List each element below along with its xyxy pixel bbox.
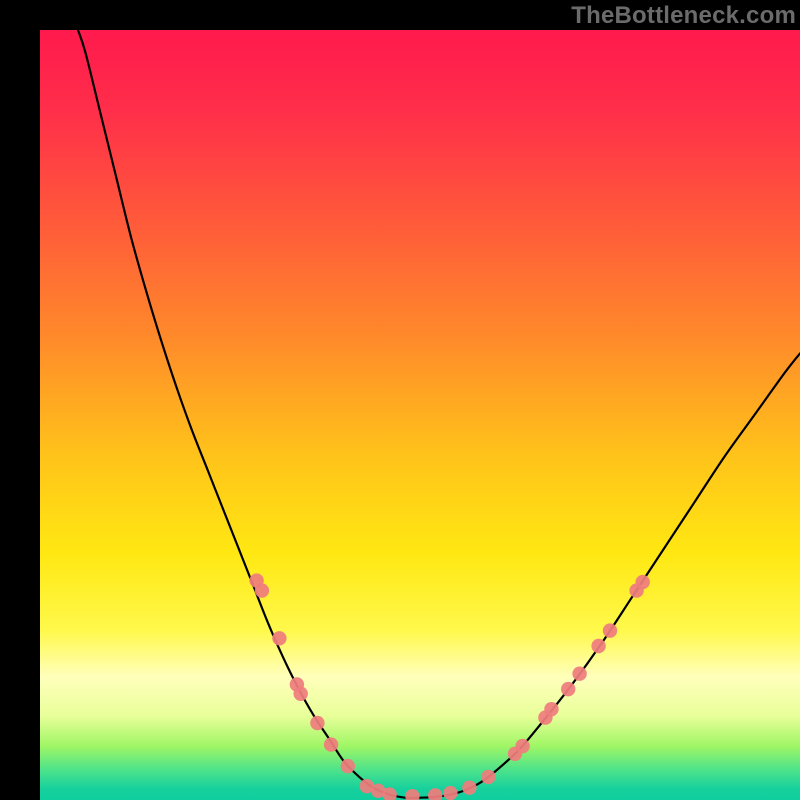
gradient-background [40,30,800,800]
watermark-text: TheBottleneck.com [571,2,796,30]
scatter-marker [635,575,649,589]
scatter-marker [462,780,476,794]
scatter-marker [443,786,457,800]
scatter-marker [341,759,355,773]
scatter-marker [544,702,558,716]
scatter-marker [293,687,307,701]
scatter-marker [255,583,269,597]
scatter-marker [572,667,586,681]
bottleneck-plot [40,30,800,800]
scatter-marker [324,737,338,751]
scatter-marker [561,682,575,696]
scatter-marker [272,631,286,645]
figure-root: TheBottleneck.com [0,0,800,800]
scatter-marker [481,770,495,784]
scatter-marker [603,623,617,637]
scatter-marker [591,639,605,653]
scatter-marker [310,716,324,730]
scatter-marker [515,739,529,753]
